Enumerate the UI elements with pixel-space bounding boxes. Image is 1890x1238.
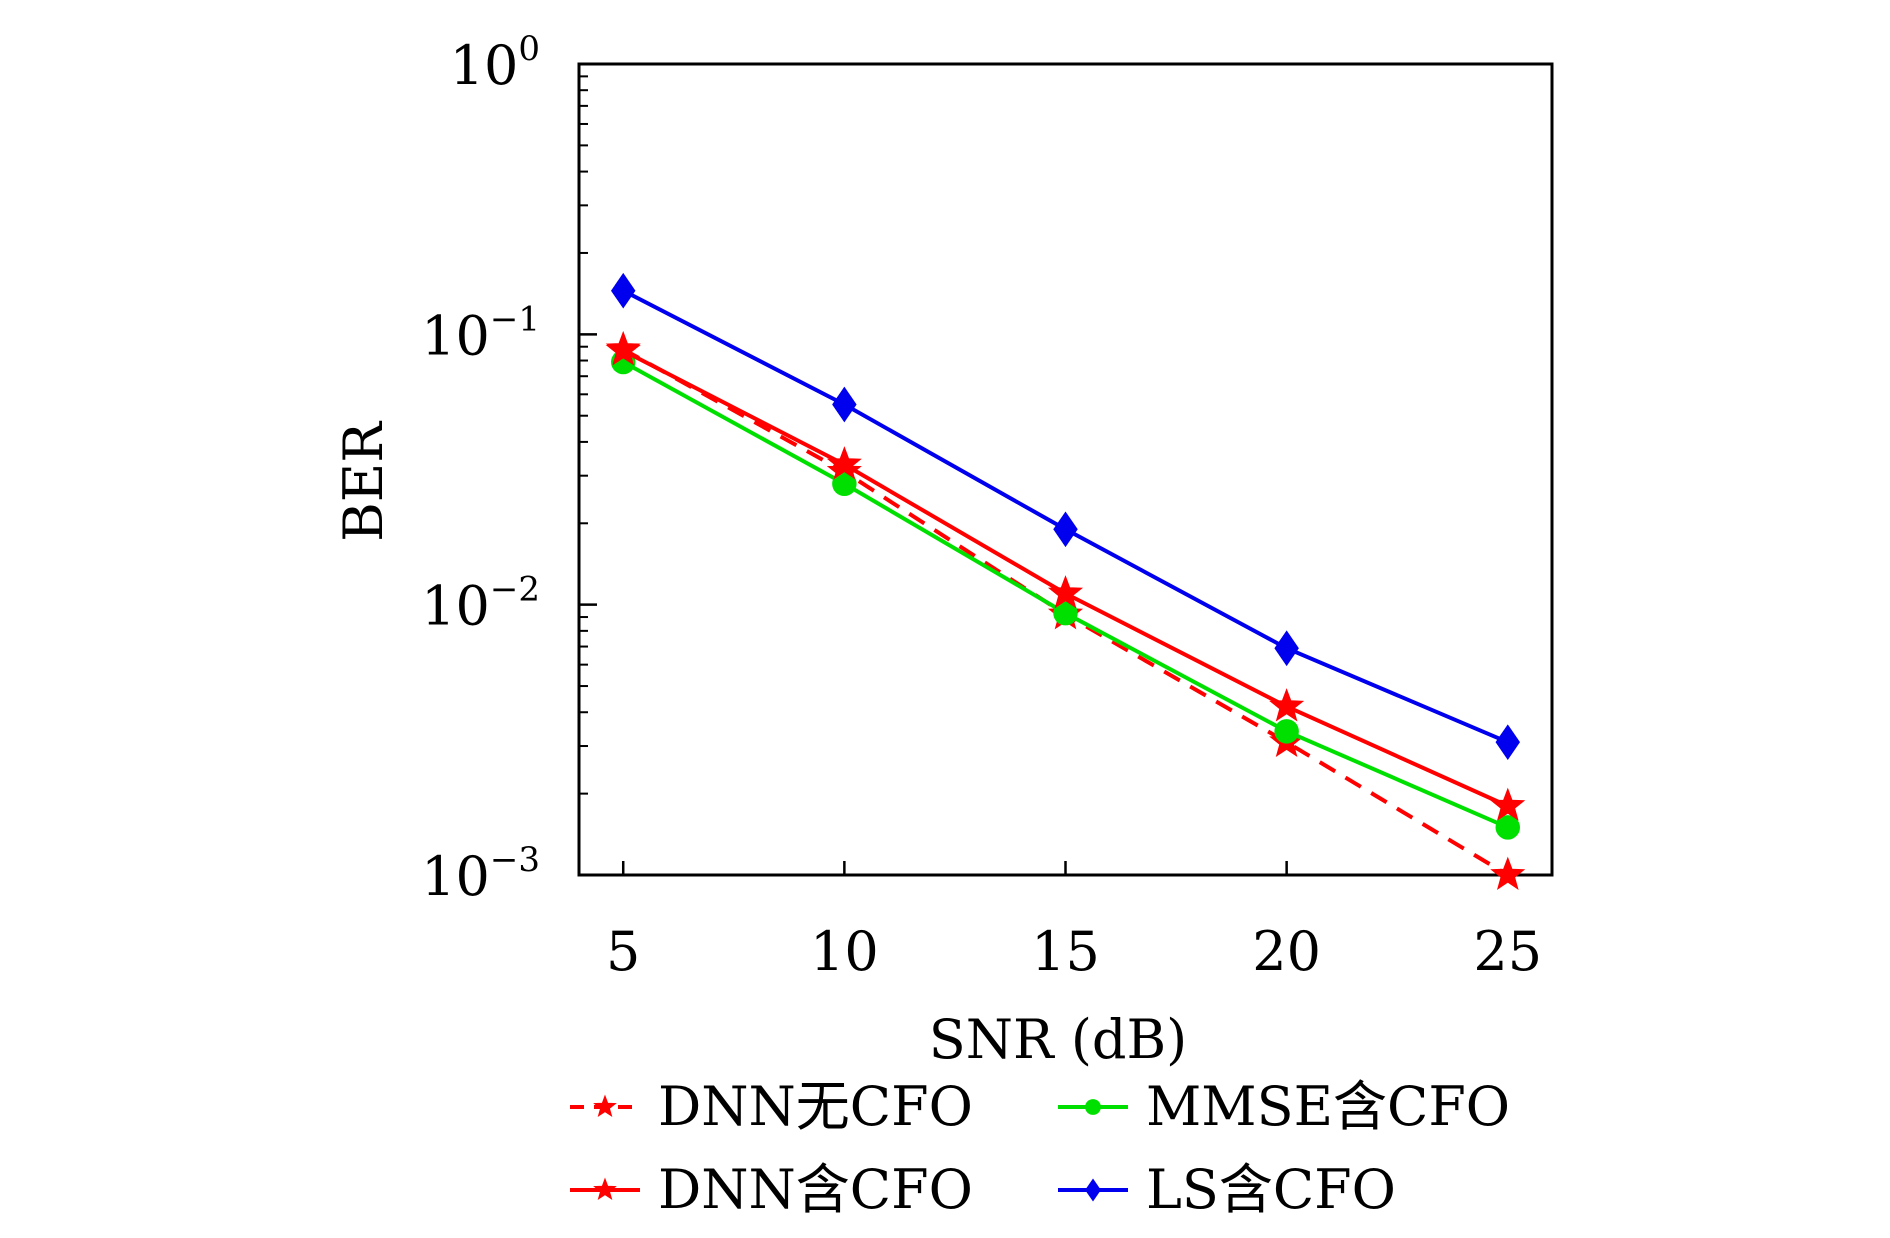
plot-frame — [577, 62, 1554, 877]
y-tick-label: 10−1 — [421, 299, 540, 367]
legend: DNN无CFO MMSE含CFO DNN含CFO LS含CFO — [570, 1075, 1510, 1221]
x-axis-label: SNR (dB) — [929, 1008, 1187, 1071]
data-point — [826, 446, 862, 480]
legend-marker — [593, 1177, 617, 1201]
axis-ticks: 5 10 15 20 25 100 10−1 10−2 10−3 — [421, 29, 1542, 983]
data-point — [610, 272, 636, 309]
data-point — [605, 332, 641, 366]
data-point — [1047, 575, 1084, 609]
data-point — [832, 471, 857, 497]
plot-area — [577, 62, 1554, 877]
legend-marker — [1085, 1099, 1101, 1115]
legend-label: DNN含CFO — [658, 1158, 973, 1221]
x-tick-label: 15 — [1031, 920, 1100, 983]
data-point — [1274, 630, 1299, 667]
y-axis-label: BER — [332, 421, 395, 542]
y-tick-label: 100 — [450, 29, 540, 97]
legend-item: LS含CFO — [1058, 1158, 1396, 1221]
data-point — [1490, 856, 1526, 890]
data-point — [1269, 688, 1305, 722]
series-3 — [610, 272, 1521, 761]
data-point — [1495, 815, 1521, 840]
y-tick-label: 10−3 — [421, 840, 540, 908]
legend-label: DNN无CFO — [658, 1075, 973, 1138]
data-point — [1495, 724, 1521, 761]
series-lines — [605, 272, 1526, 890]
data-point — [832, 386, 857, 423]
x-tick-label: 10 — [810, 920, 879, 983]
series-2 — [605, 332, 1526, 821]
legend-item: DNN无CFO — [570, 1075, 973, 1138]
series-1 — [610, 349, 1521, 840]
legend-item: DNN含CFO — [570, 1158, 973, 1221]
legend-marker — [593, 1094, 617, 1118]
data-point — [1053, 600, 1078, 626]
x-tick-label: 20 — [1252, 920, 1321, 983]
legend-item: MMSE含CFO — [1058, 1075, 1510, 1138]
legend-label: MMSE含CFO — [1146, 1075, 1510, 1138]
x-tick-label: 25 — [1473, 920, 1542, 983]
data-point — [1053, 511, 1078, 548]
data-point — [1274, 719, 1299, 744]
y-tick-label: 10−2 — [421, 570, 540, 638]
axis-labels: SNR (dB) BER — [332, 421, 1187, 1071]
legend-marker — [1085, 1178, 1101, 1202]
data-point — [1490, 787, 1526, 821]
x-tick-label: 5 — [606, 920, 640, 983]
legend-label: LS含CFO — [1146, 1158, 1396, 1221]
